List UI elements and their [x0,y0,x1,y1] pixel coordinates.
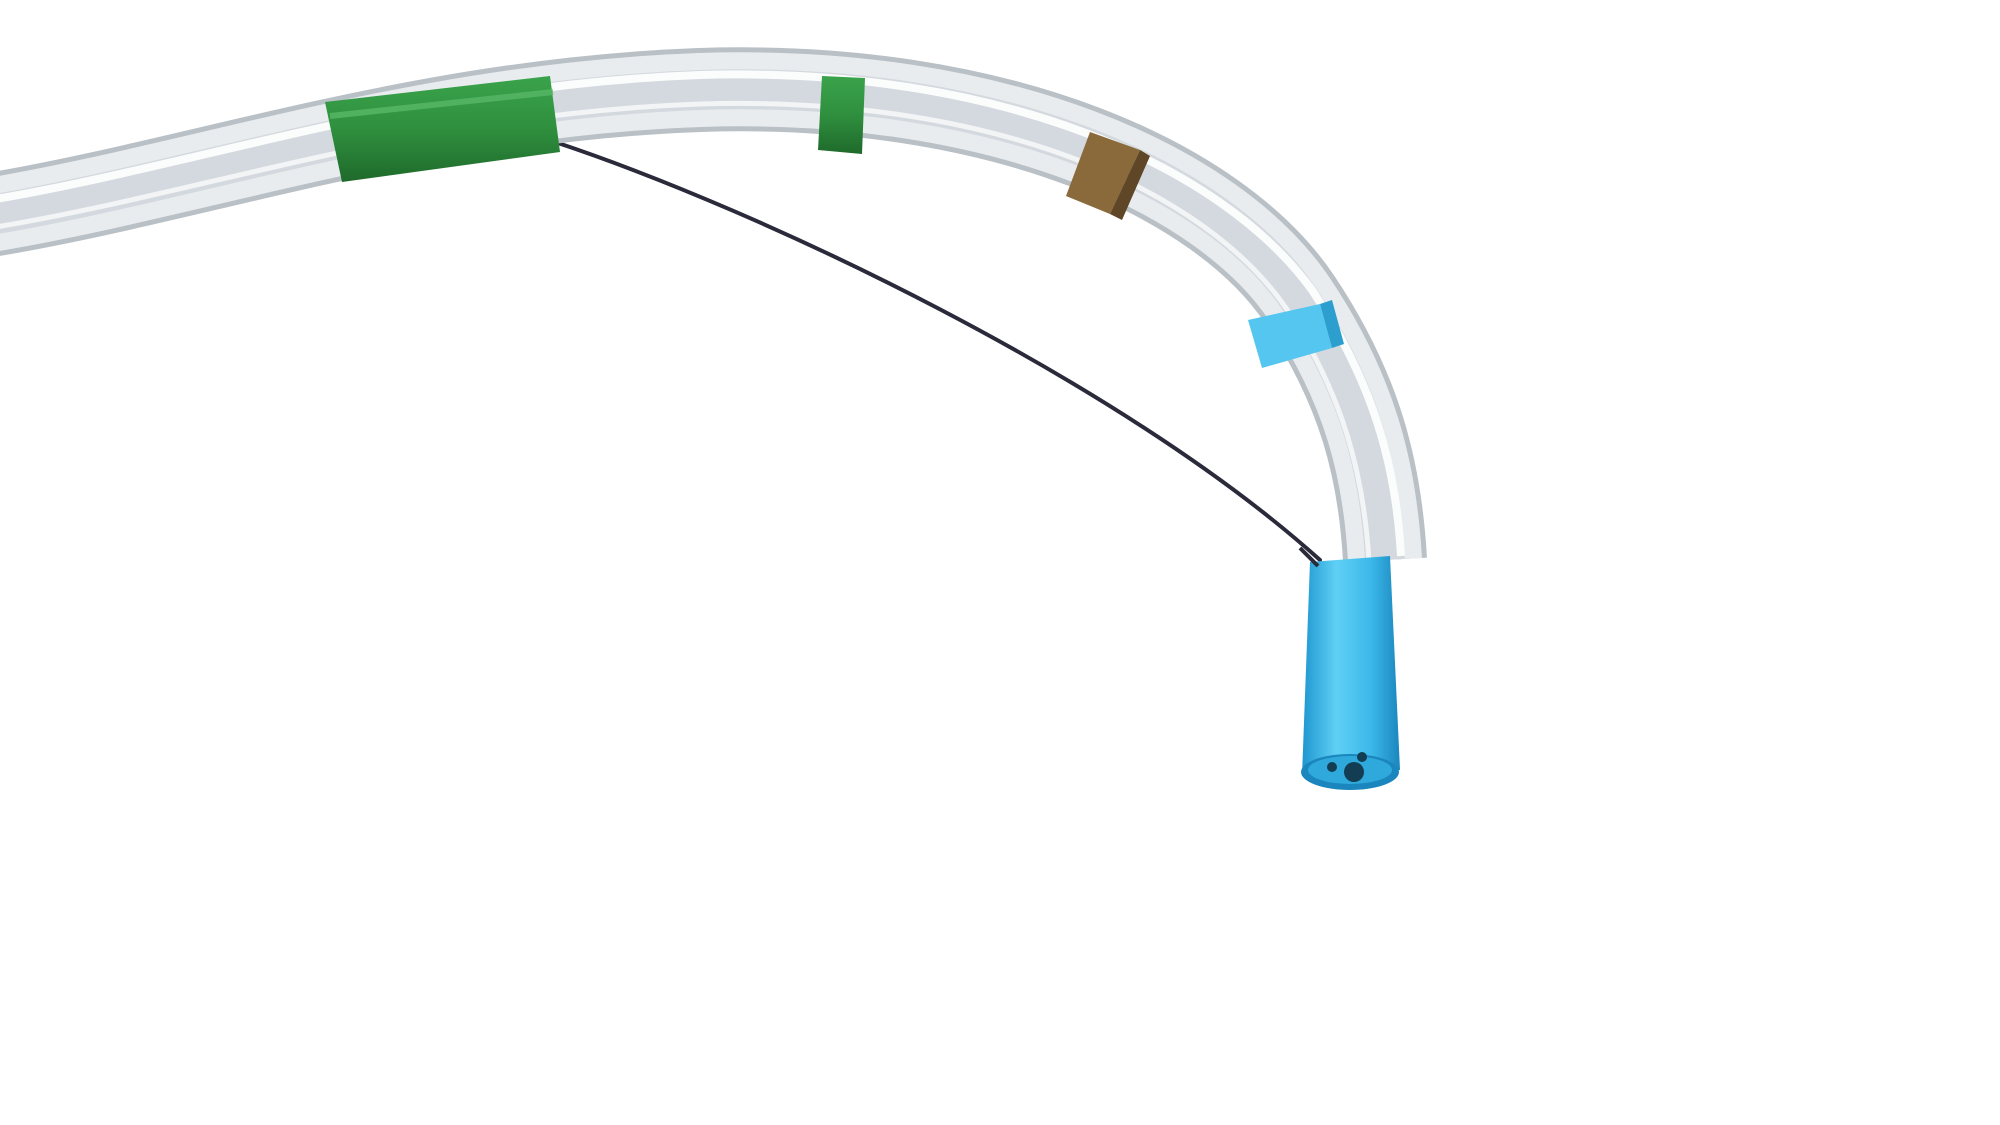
lumen-main [1344,762,1364,782]
marker-ring-cyan-edge [1320,300,1344,348]
marker-ring-cyan [1248,304,1332,368]
marker-band-green-large [325,76,560,182]
marker-ring-brown-edge [1110,150,1150,220]
catheter-shaft-inner [0,69,1405,562]
marker-ring-brown [1066,132,1140,214]
marker-band-green-large-shine [329,89,554,119]
lumen-small-2 [1327,762,1337,772]
marker-band-green-small [818,76,865,154]
distal-tip [1302,556,1400,776]
lumen-small-1 [1357,752,1367,762]
pull-wire [553,140,1322,562]
catheter-shaft-highlight [0,70,1405,557]
catheter-shaft-highlight-2 [0,100,1372,563]
pull-wire-anchor [1298,546,1320,568]
